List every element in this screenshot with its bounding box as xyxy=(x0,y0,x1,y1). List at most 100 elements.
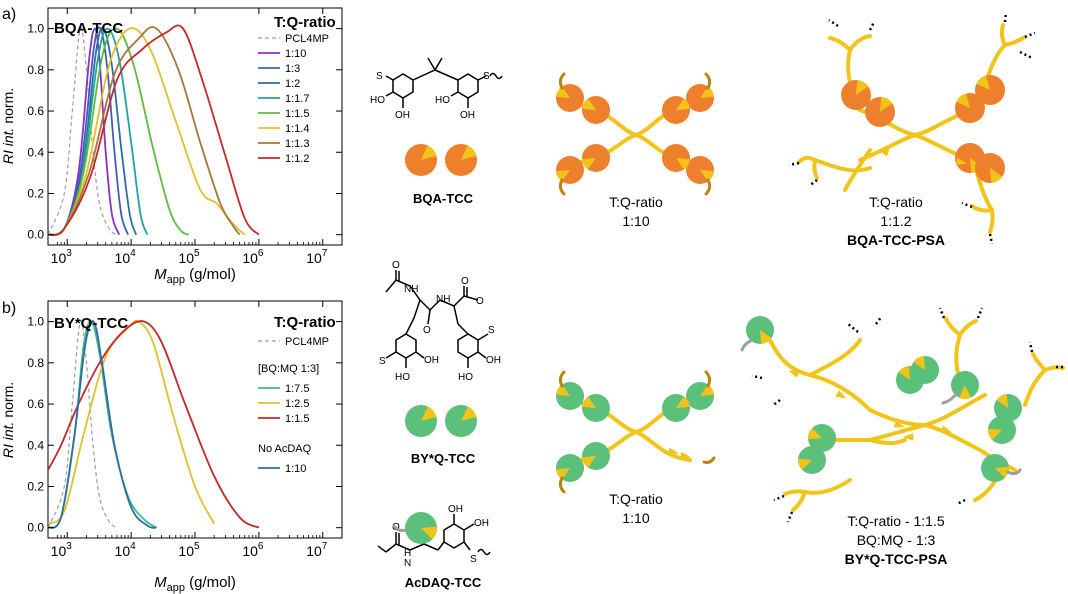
schematic-a1-label-line2: 1:10 xyxy=(622,213,649,229)
atom-o: O xyxy=(461,276,469,287)
legend-entry: 1:1.5 xyxy=(285,413,309,425)
y-tick-label: 0.2 xyxy=(27,479,44,493)
arrow-head xyxy=(668,447,679,456)
polymer-arm xyxy=(1023,352,1065,407)
polymer-arm xyxy=(392,524,408,532)
quinone-disc xyxy=(405,405,437,437)
chart-b-title: BY*Q-TCC xyxy=(54,315,128,332)
polymer-arm xyxy=(558,476,566,494)
continuation-dots xyxy=(961,201,973,209)
polymer-arm xyxy=(704,72,712,90)
continuation-dots xyxy=(788,161,800,167)
continuation-dots xyxy=(1019,50,1033,60)
quinone-disc xyxy=(686,156,714,184)
schematic-b1-label-line2: 1:10 xyxy=(622,510,649,526)
continuation-dots xyxy=(808,179,818,187)
series-line xyxy=(48,26,241,236)
molecule-bqa-tcc-atoms: S S HO OH HO OH xyxy=(370,71,490,121)
y-tick-label: 0.8 xyxy=(27,356,44,370)
chart-a-ylabel: RI int. norm. xyxy=(0,88,16,164)
y-tick-label: 1.0 xyxy=(27,22,44,36)
quinone-disc xyxy=(994,394,1022,422)
x-tick-label: 104 xyxy=(115,541,137,559)
quinone-disc xyxy=(405,512,437,544)
series-line xyxy=(48,320,157,529)
polymer-arm xyxy=(740,338,754,352)
continuation-dots xyxy=(751,374,763,380)
polymer-arm xyxy=(941,391,959,405)
molecule-byq-tcc-atoms: O NH O NH O O S HO OH S HO OH xyxy=(379,260,501,383)
x-tick-label: 105 xyxy=(178,541,200,559)
quinone-disc xyxy=(981,454,1009,482)
atom-oh: OH xyxy=(486,355,501,366)
quinone-disc xyxy=(662,96,690,124)
continuation-dots xyxy=(786,511,794,523)
quinone-disc xyxy=(405,144,437,176)
quinone-disc xyxy=(686,382,714,410)
legend-group-label: No AcDAQ xyxy=(258,443,312,455)
atom-o: O xyxy=(392,260,400,271)
legend-b-title: T:Q-ratio xyxy=(274,314,336,331)
chart-a: a) 103 104 105 106 107 0.0 0.2 0.4 0.6 0.8 1.0 BQA… xyxy=(0,6,343,286)
legend-entry: 1:7.5 xyxy=(285,383,309,395)
molecule-acdaq-tcc xyxy=(377,514,491,556)
continuation-dots xyxy=(875,315,883,325)
quinone-disc xyxy=(556,454,584,482)
molecule-byq-tcc-label: BY*Q-TCC xyxy=(411,451,476,466)
schematic-a2-label-line1: T:Q-ratio xyxy=(869,194,923,210)
schematic-a2-label-line2: 1:1.2 xyxy=(880,213,911,229)
panel-a-letter: a) xyxy=(2,6,16,23)
polymer-arm xyxy=(828,438,907,446)
schematic-b2-label-line2: BQ:MQ - 1:3 xyxy=(857,532,936,548)
quinone-disc xyxy=(955,93,985,123)
y-tick-label: 0.2 xyxy=(27,186,44,200)
atom-oh: OH xyxy=(395,110,410,121)
molecule-acdaq-tcc-label: AcDAQ-TCC xyxy=(405,575,482,590)
atom-o: O xyxy=(423,325,431,336)
legend-entry: 1:1.3 xyxy=(285,138,309,150)
atom-s: S xyxy=(376,71,383,82)
continuation-dots xyxy=(988,233,994,245)
legend-entry: 1:10 xyxy=(285,463,306,475)
legend-group-label: [BQ:MQ 1:3] xyxy=(258,363,319,375)
legend-entry: 1:1.7 xyxy=(285,93,309,105)
quinone-disc xyxy=(556,84,584,112)
polymer-arm xyxy=(704,178,712,196)
polymer-arm xyxy=(858,132,972,162)
chart-a-xlabel: Mapp (g/mol) xyxy=(154,266,236,286)
continuation-dots xyxy=(773,494,785,502)
x-tick-label: 106 xyxy=(242,541,264,559)
atom-s: S xyxy=(483,71,490,82)
quinone-disc xyxy=(975,75,1005,105)
series-line xyxy=(48,319,118,529)
quinone-disc xyxy=(445,405,477,437)
y-tick-label: 0.6 xyxy=(27,397,44,411)
panel-b-letter: b) xyxy=(2,300,16,317)
polymer-arm xyxy=(704,370,712,388)
continuation-dots xyxy=(1003,11,1008,23)
chart-b-xlabel: Mapp (g/mol) xyxy=(154,574,236,594)
polymer-arm xyxy=(768,338,872,412)
atom-oh: OH xyxy=(474,518,489,529)
series-line xyxy=(48,27,190,236)
atom-oh: OH xyxy=(448,504,463,515)
schematic-b1-label-line1: T:Q-ratio xyxy=(609,491,663,507)
quinone-disc xyxy=(988,416,1016,444)
legend-entry: 1:2.5 xyxy=(285,398,309,410)
quinone-disc xyxy=(808,424,836,452)
legend-entry: PCL4MP xyxy=(285,336,329,348)
atom-nh: NH xyxy=(436,294,450,305)
series-line xyxy=(48,27,246,236)
continuation-dots xyxy=(956,498,966,506)
legend-entry: 1:1.2 xyxy=(285,153,309,165)
x-tick-label: 106 xyxy=(242,248,264,266)
polymer-arm xyxy=(558,178,566,196)
series-line xyxy=(48,26,118,236)
chart-b-ylabel: RI int. norm. xyxy=(0,382,16,458)
quinone-disc xyxy=(582,394,610,422)
continuation-dots xyxy=(868,21,876,31)
molecule-bqa-tcc xyxy=(385,57,503,108)
atom-oh: OH xyxy=(460,110,475,121)
y-tick-label: 1.0 xyxy=(27,315,44,329)
